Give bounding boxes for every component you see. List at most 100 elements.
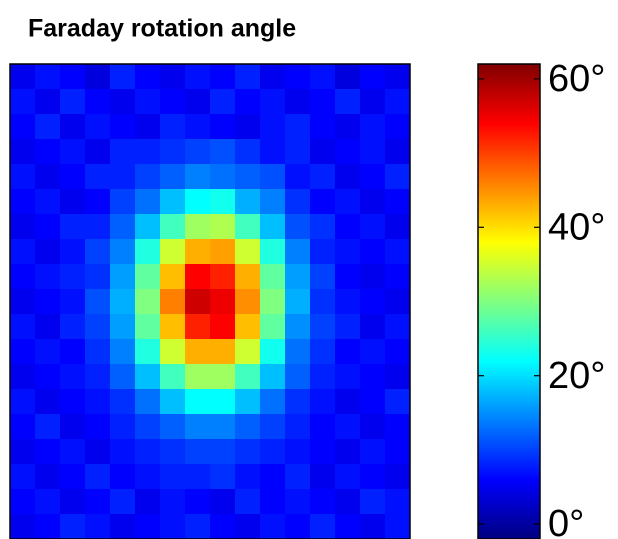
- heatmap-cell: [60, 214, 86, 240]
- heatmap-cell: [10, 414, 36, 440]
- heatmap-cell: [10, 289, 36, 315]
- heatmap-cell: [260, 89, 286, 115]
- heatmap-cell: [385, 389, 411, 415]
- heatmap-cell: [110, 514, 136, 539]
- heatmap-cell: [360, 264, 386, 290]
- heatmap-cell: [285, 189, 311, 215]
- heatmap-cell: [310, 189, 336, 215]
- heatmap-cell: [235, 189, 261, 215]
- heatmap-cell: [85, 89, 111, 115]
- heatmap-cell: [235, 289, 261, 315]
- heatmap-cell: [35, 364, 61, 390]
- heatmap-cell: [335, 289, 361, 315]
- heatmap-cell: [210, 89, 236, 115]
- heatmap-cell: [260, 439, 286, 465]
- heatmap-cell: [310, 64, 336, 90]
- heatmap-cell: [235, 264, 261, 290]
- heatmap-cell: [210, 189, 236, 215]
- heatmap-cell: [335, 414, 361, 440]
- heatmap-cell: [110, 439, 136, 465]
- heatmap-cell: [285, 239, 311, 265]
- colorbar-tick-label: 40°: [548, 206, 605, 248]
- heatmap-cell: [160, 164, 186, 190]
- heatmap-cell: [35, 264, 61, 290]
- heatmap-cell: [35, 439, 61, 465]
- heatmap-cell: [110, 139, 136, 165]
- heatmap-cell: [285, 264, 311, 290]
- heatmap-cell: [335, 364, 361, 390]
- heatmap-cell: [385, 489, 411, 515]
- heatmap-cell: [285, 89, 311, 115]
- heatmap-cell: [85, 139, 111, 165]
- heatmap-cell: [60, 464, 86, 490]
- heatmap-cell: [10, 464, 36, 490]
- heatmap-cell: [135, 464, 161, 490]
- heatmap-cell: [160, 389, 186, 415]
- heatmap-cell: [360, 439, 386, 465]
- heatmap-cell: [335, 139, 361, 165]
- heatmap-cell: [360, 164, 386, 190]
- heatmap-cell: [110, 114, 136, 140]
- heatmap-cell: [35, 514, 61, 539]
- heatmap-cell: [135, 489, 161, 515]
- heatmap-cell: [385, 439, 411, 465]
- heatmap-cell: [160, 439, 186, 465]
- heatmap-cell: [360, 314, 386, 340]
- heatmap-cell: [310, 389, 336, 415]
- heatmap-cell: [235, 214, 261, 240]
- heatmap-cell: [10, 439, 36, 465]
- heatmap-cell: [10, 114, 36, 140]
- heatmap-cell: [385, 214, 411, 240]
- heatmap-cell: [185, 514, 211, 539]
- heatmap-cell: [285, 514, 311, 539]
- heatmap-cell: [160, 139, 186, 165]
- heatmap-cell: [160, 239, 186, 265]
- heatmap-cell: [285, 389, 311, 415]
- heatmap-cell: [85, 189, 111, 215]
- heatmap-cell: [10, 514, 36, 539]
- heatmap-cell: [210, 64, 236, 90]
- heatmap-cell: [235, 164, 261, 190]
- heatmap-cell: [10, 389, 36, 415]
- heatmap-cell: [60, 514, 86, 539]
- heatmap-cell: [335, 339, 361, 365]
- heatmap-cell: [160, 89, 186, 115]
- heatmap-cell: [235, 239, 261, 265]
- heatmap-cell: [135, 139, 161, 165]
- heatmap-cell: [385, 164, 411, 190]
- heatmap-cell: [235, 489, 261, 515]
- heatmap-cell: [335, 439, 361, 465]
- heatmap-cell: [235, 389, 261, 415]
- heatmap-cell: [35, 339, 61, 365]
- heatmap-cell: [360, 64, 386, 90]
- heatmap-cell: [335, 264, 361, 290]
- heatmap-cell: [60, 114, 86, 140]
- heatmap-cell: [310, 139, 336, 165]
- heatmap-cell: [260, 389, 286, 415]
- heatmap-cell: [35, 289, 61, 315]
- heatmap-cell: [185, 164, 211, 190]
- heatmap-cell: [310, 339, 336, 365]
- heatmap-cell: [210, 114, 236, 140]
- heatmap-cell: [135, 214, 161, 240]
- heatmap-cell: [135, 414, 161, 440]
- heatmap-cell: [260, 464, 286, 490]
- heatmap-cell: [10, 314, 36, 340]
- heatmap-cell: [260, 264, 286, 290]
- heatmap-cell: [210, 439, 236, 465]
- heatmap-cell: [235, 464, 261, 490]
- heatmap-cell: [185, 339, 211, 365]
- heatmap-cell: [210, 339, 236, 365]
- heatmap-cell: [135, 189, 161, 215]
- heatmap-cell: [260, 314, 286, 340]
- heatmap-cell: [360, 289, 386, 315]
- heatmap-cell: [135, 314, 161, 340]
- colorbar: [477, 63, 541, 539]
- heatmap-cell: [85, 164, 111, 190]
- heatmap-cell: [35, 64, 61, 90]
- heatmap-cell: [10, 214, 36, 240]
- heatmap-cell: [60, 139, 86, 165]
- heatmap-cell: [85, 439, 111, 465]
